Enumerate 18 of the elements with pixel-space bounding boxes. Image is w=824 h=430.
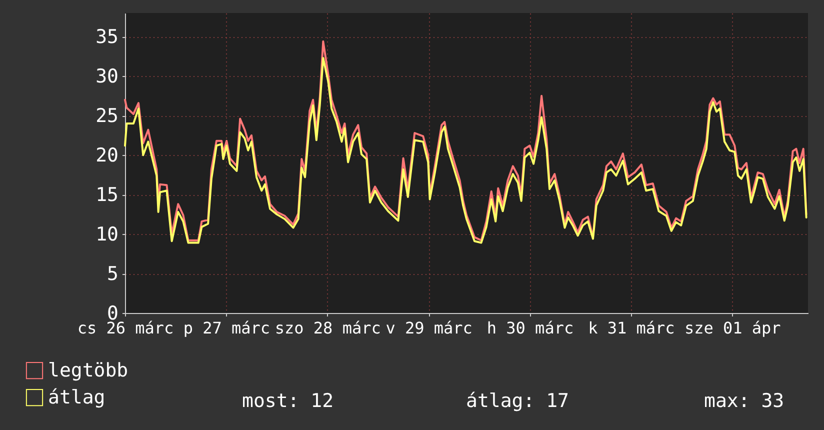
y-tick-label: 20 — [96, 144, 118, 167]
y-tick-label: 25 — [96, 105, 118, 128]
legend-label: átlag — [48, 386, 106, 408]
x-tick-label: szo 28 márc — [274, 318, 381, 338]
y-tick-label: 30 — [96, 66, 118, 88]
x-tick-label: v 29 márc — [386, 318, 472, 338]
legend-label: legtöbb — [48, 360, 128, 382]
y-tick-label: 5 — [107, 263, 118, 286]
y-tick-label: 10 — [96, 224, 118, 246]
text: most: 12 — [242, 390, 334, 412]
y-tick-label: 35 — [96, 26, 118, 48]
x-tick-label: h 30 márc — [486, 318, 574, 338]
x-tick-label: p 27 márc — [183, 318, 270, 338]
text: max: 33 — [704, 390, 784, 412]
x-tick-label: sze 01 ápr — [684, 318, 782, 338]
text: átlag: 17 — [466, 390, 569, 412]
x-tick-label: k 31 márc — [588, 318, 675, 338]
y-tick-label: 15 — [96, 184, 118, 206]
